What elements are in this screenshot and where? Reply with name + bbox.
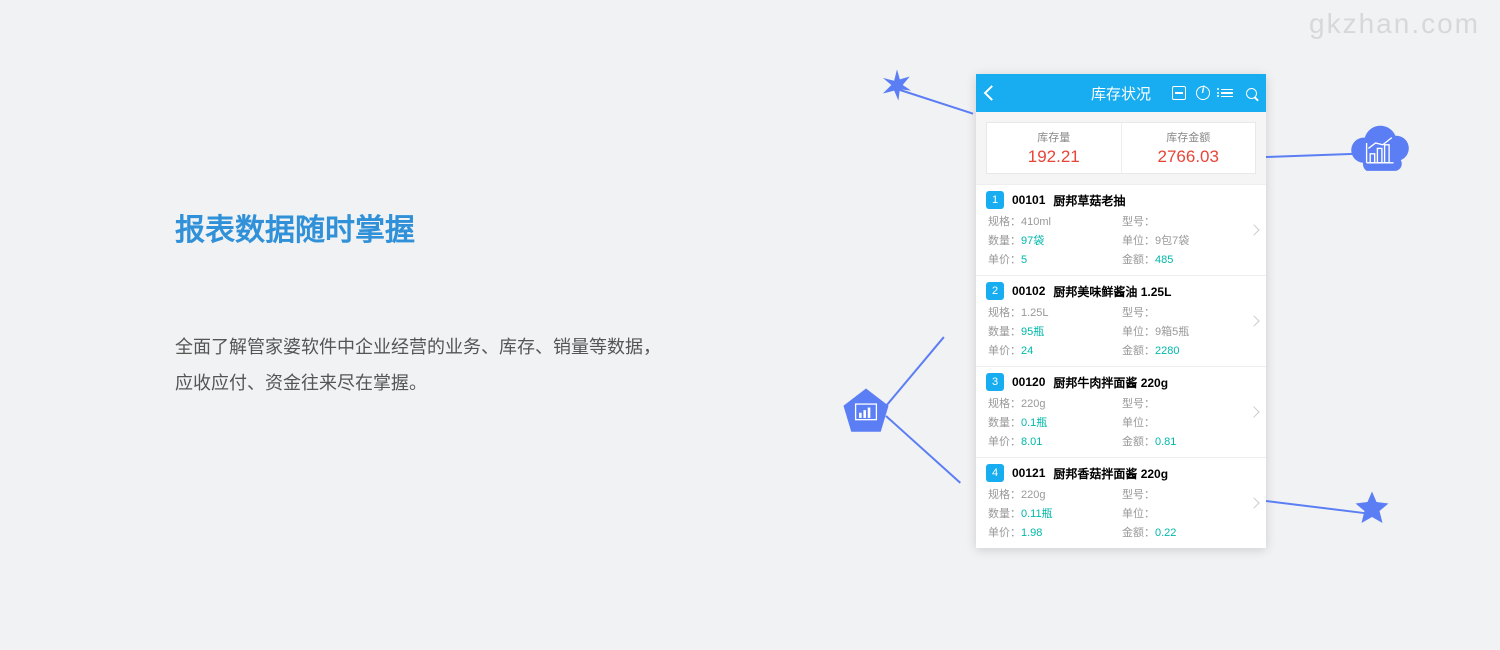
star-icon: [1354, 490, 1390, 526]
phone-mockup: 库存状况 库存量 192.21 库存金额 2766.03 1 00101 厨邦草…: [976, 74, 1266, 548]
item-index-badge: 2: [986, 282, 1004, 300]
item-qty: 数量：0.1瓶: [988, 414, 1122, 430]
cloud-chart-icon: [1345, 125, 1417, 181]
connector-line: [885, 336, 944, 406]
scan-icon[interactable]: [1172, 86, 1186, 100]
summary-panel: 库存量 192.21 库存金额 2766.03: [976, 112, 1266, 184]
connector-line: [885, 415, 961, 483]
item-name: 厨邦香菇拌面酱 220g: [1053, 465, 1168, 482]
item-name: 厨邦美味鲜酱油 1.25L: [1053, 283, 1171, 300]
marketing-text-block: 报表数据随时掌握 全面了解管家婆软件中企业经营的业务、库存、销量等数据，应收应付…: [175, 205, 675, 401]
item-code: 00102: [1012, 284, 1045, 298]
item-amount: 金额：0.22: [1122, 524, 1256, 540]
item-header: 4 00121 厨邦香菇拌面酱 220g: [986, 458, 1256, 486]
item-unit: 单位：: [1122, 505, 1256, 521]
item-amount: 金额：0.81: [1122, 433, 1256, 449]
item-spec: 规格：220g: [988, 395, 1122, 411]
back-icon[interactable]: [984, 85, 1000, 101]
summary-amt-value: 2766.03: [1158, 147, 1219, 167]
header-actions: [1172, 74, 1258, 112]
item-amount: 金额：2280: [1122, 342, 1256, 358]
app-header: 库存状况: [976, 74, 1266, 112]
item-model: 型号：: [1122, 395, 1256, 411]
item-spec: 规格：410ml: [988, 213, 1122, 229]
item-model: 型号：: [1122, 213, 1256, 229]
item-header: 2 00102 厨邦美味鲜酱油 1.25L: [986, 276, 1256, 304]
inventory-item[interactable]: 3 00120 厨邦牛肉拌面酱 220g 规格：220g 型号： 数量：0.1瓶…: [976, 366, 1266, 457]
item-price: 单价：1.98: [988, 524, 1122, 540]
page-description: 全面了解管家婆软件中企业经营的业务、库存、销量等数据，应收应付、资金往来尽在掌握…: [175, 329, 675, 401]
item-model: 型号：: [1122, 486, 1256, 502]
inventory-item[interactable]: 4 00121 厨邦香菇拌面酱 220g 规格：220g 型号： 数量：0.11…: [976, 457, 1266, 548]
pentagon-chart-icon: [840, 385, 892, 437]
summary-qty-label: 库存量: [1037, 129, 1070, 145]
inventory-item[interactable]: 1 00101 厨邦草菇老抽 规格：410ml 型号： 数量：97袋 单位：9包…: [976, 184, 1266, 275]
summary-qty[interactable]: 库存量 192.21: [987, 123, 1122, 173]
item-details: 规格：1.25L 型号： 数量：95瓶 单位：9箱5瓶 单价：24 金额：228…: [986, 304, 1256, 358]
item-header: 1 00101 厨邦草菇老抽: [986, 185, 1256, 213]
item-name: 厨邦草菇老抽: [1053, 192, 1125, 209]
item-index-badge: 3: [986, 373, 1004, 391]
summary-amount[interactable]: 库存金额 2766.03: [1122, 123, 1256, 173]
item-unit: 单位：: [1122, 414, 1256, 430]
item-code: 00121: [1012, 466, 1045, 480]
item-name: 厨邦牛肉拌面酱 220g: [1053, 374, 1168, 391]
search-icon[interactable]: [1244, 86, 1258, 100]
item-details: 规格：220g 型号： 数量：0.1瓶 单位： 单价：8.01 金额：0.81: [986, 395, 1256, 449]
item-spec: 规格：1.25L: [988, 304, 1122, 320]
watermark-text: gkzhan.com: [1309, 8, 1480, 40]
item-unit: 单位：9包7袋: [1122, 232, 1256, 248]
page-heading: 报表数据随时掌握: [175, 205, 675, 249]
item-price: 单价：5: [988, 251, 1122, 267]
connector-line: [1266, 500, 1365, 514]
item-code: 00120: [1012, 375, 1045, 389]
inventory-item[interactable]: 2 00102 厨邦美味鲜酱油 1.25L 规格：1.25L 型号： 数量：95…: [976, 275, 1266, 366]
summary-amt-label: 库存金额: [1166, 129, 1210, 145]
item-qty: 数量：0.11瓶: [988, 505, 1122, 521]
starburst-icon: [880, 68, 914, 102]
item-price: 单价：24: [988, 342, 1122, 358]
inventory-list: 1 00101 厨邦草菇老抽 规格：410ml 型号： 数量：97袋 单位：9包…: [976, 184, 1266, 548]
item-qty: 数量：97袋: [988, 232, 1122, 248]
item-index-badge: 1: [986, 191, 1004, 209]
info-icon[interactable]: [1196, 86, 1210, 100]
screen-title: 库存状况: [1091, 83, 1151, 104]
item-amount: 金额：485: [1122, 251, 1256, 267]
item-details: 规格：410ml 型号： 数量：97袋 单位：9包7袋 单价：5 金额：485: [986, 213, 1256, 267]
item-header: 3 00120 厨邦牛肉拌面酱 220g: [986, 367, 1256, 395]
item-model: 型号：: [1122, 304, 1256, 320]
item-price: 单价：8.01: [988, 433, 1122, 449]
item-code: 00101: [1012, 193, 1045, 207]
item-index-badge: 4: [986, 464, 1004, 482]
item-unit: 单位：9箱5瓶: [1122, 323, 1256, 339]
item-details: 规格：220g 型号： 数量：0.11瓶 单位： 单价：1.98 金额：0.22: [986, 486, 1256, 540]
item-qty: 数量：95瓶: [988, 323, 1122, 339]
summary-box: 库存量 192.21 库存金额 2766.03: [986, 122, 1256, 174]
list-icon[interactable]: [1220, 86, 1234, 100]
summary-qty-value: 192.21: [1028, 147, 1080, 167]
item-spec: 规格：220g: [988, 486, 1122, 502]
